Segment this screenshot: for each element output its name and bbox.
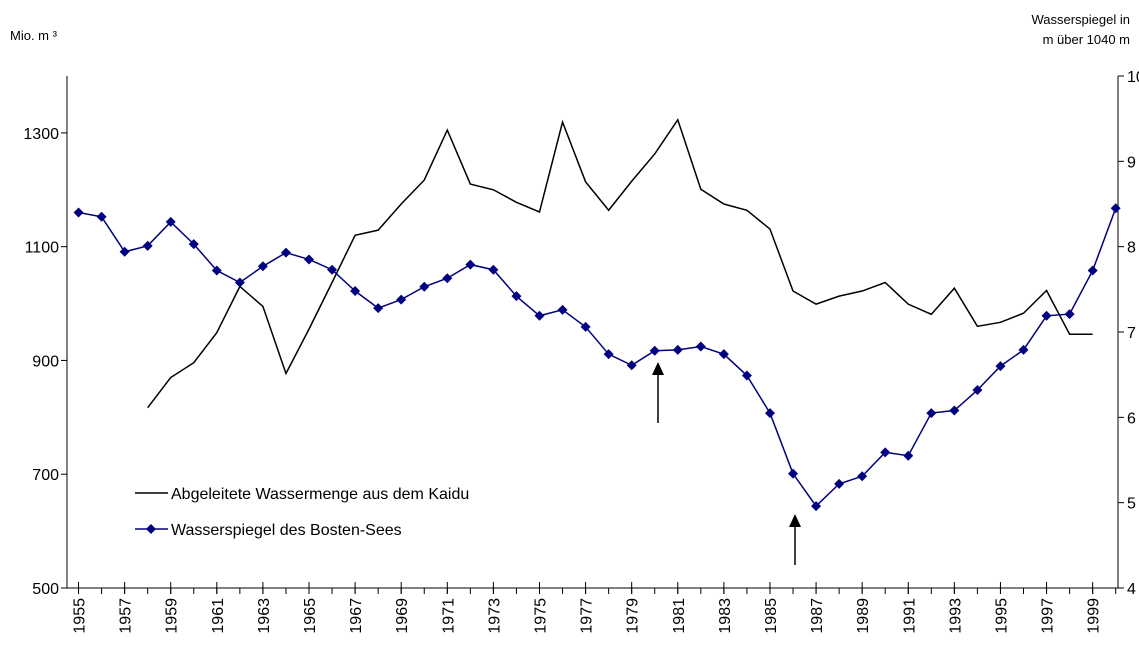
x-tick-label: 1993 xyxy=(947,598,964,634)
x-tick-label: 1973 xyxy=(486,598,503,634)
y-axis-label: Mio. m ³ xyxy=(10,28,58,43)
x-tick-label: 1989 xyxy=(855,598,872,634)
legend-label: Wasserspiegel des Bosten-Sees xyxy=(171,522,402,539)
marker xyxy=(534,310,545,321)
y-tick-label: 500 xyxy=(32,581,59,598)
marker xyxy=(718,349,729,360)
y-tick-label: 700 xyxy=(32,467,59,484)
x-tick-label: 1979 xyxy=(625,598,642,634)
x-tick-label: 1983 xyxy=(717,598,734,634)
y2-tick-label: 5 xyxy=(1127,496,1136,513)
marker xyxy=(926,408,937,419)
series-line xyxy=(147,118,1093,409)
x-tick-label: 1995 xyxy=(993,598,1010,634)
marker xyxy=(949,405,960,416)
marker xyxy=(373,303,384,314)
x-tick-label: 1957 xyxy=(118,598,135,634)
x-tick-label: 1985 xyxy=(763,598,780,634)
y2-axis-label: Wasserspiegel in xyxy=(1031,12,1130,27)
y-tick-label: 1100 xyxy=(25,240,60,257)
marker xyxy=(1087,265,1098,276)
marker xyxy=(672,344,683,355)
marker xyxy=(442,273,453,284)
y-tick-label: 900 xyxy=(32,353,59,370)
marker xyxy=(972,385,983,396)
marker xyxy=(1018,344,1029,355)
marker xyxy=(465,259,476,270)
marker xyxy=(257,261,268,272)
series-line xyxy=(78,208,1117,508)
x-tick-label: 1981 xyxy=(671,598,688,634)
marker xyxy=(119,246,130,257)
x-tick-label: 1971 xyxy=(440,598,457,634)
x-tick-label: 1963 xyxy=(256,598,273,634)
marker xyxy=(142,240,153,251)
legend-marker xyxy=(146,524,156,534)
y2-tick-label: 4 xyxy=(1127,581,1136,598)
marker xyxy=(350,286,361,297)
y2-tick-label: 7 xyxy=(1127,325,1136,342)
marker xyxy=(488,264,499,275)
marker xyxy=(165,216,176,227)
x-tick-label: 1959 xyxy=(164,598,181,634)
x-tick-label: 1969 xyxy=(394,598,411,634)
marker xyxy=(603,349,614,360)
x-tick-label: 1965 xyxy=(302,598,319,634)
marker xyxy=(73,207,84,218)
y-tick-label: 1300 xyxy=(23,126,59,143)
x-tick-label: 1967 xyxy=(348,598,365,634)
arrow xyxy=(789,514,801,565)
marker xyxy=(834,478,845,489)
marker xyxy=(280,247,291,258)
marker xyxy=(1110,203,1121,214)
marker xyxy=(96,211,107,222)
legend-label: Abgeleitete Wassermenge aus dem Kaidu xyxy=(171,486,469,503)
marker xyxy=(649,345,660,356)
x-tick-label: 1999 xyxy=(1086,598,1103,634)
marker xyxy=(511,291,522,302)
y2-tick-label: 9 xyxy=(1127,154,1136,171)
x-tick-label: 1961 xyxy=(210,598,227,634)
y2-tick-label: 6 xyxy=(1127,410,1136,427)
x-tick-label: 1955 xyxy=(72,598,89,634)
marker xyxy=(188,239,199,250)
marker xyxy=(580,321,591,332)
marker xyxy=(626,360,637,371)
marker xyxy=(211,265,222,276)
y2-tick-label: 8 xyxy=(1127,240,1136,257)
marker xyxy=(741,370,752,381)
marker xyxy=(327,264,338,275)
x-tick-label: 1987 xyxy=(809,598,826,634)
marker xyxy=(811,501,822,512)
marker xyxy=(557,304,568,315)
marker xyxy=(764,408,775,419)
marker xyxy=(903,450,914,461)
x-tick-label: 1977 xyxy=(579,598,596,634)
marker xyxy=(1041,310,1052,321)
marker xyxy=(695,341,706,352)
y2-tick-label: 10 xyxy=(1127,69,1139,86)
marker xyxy=(788,468,799,479)
marker xyxy=(857,471,868,482)
marker xyxy=(995,361,1006,372)
marker xyxy=(304,254,315,265)
marker xyxy=(880,447,891,458)
x-tick-label: 1997 xyxy=(1040,598,1057,634)
y2-axis-label: m über 1040 m xyxy=(1043,32,1130,47)
marker xyxy=(1064,309,1075,320)
arrow xyxy=(652,362,664,423)
marker xyxy=(419,281,430,292)
marker xyxy=(396,294,407,305)
x-tick-label: 1975 xyxy=(532,598,549,634)
x-tick-label: 1991 xyxy=(901,598,918,634)
marker xyxy=(234,277,245,288)
